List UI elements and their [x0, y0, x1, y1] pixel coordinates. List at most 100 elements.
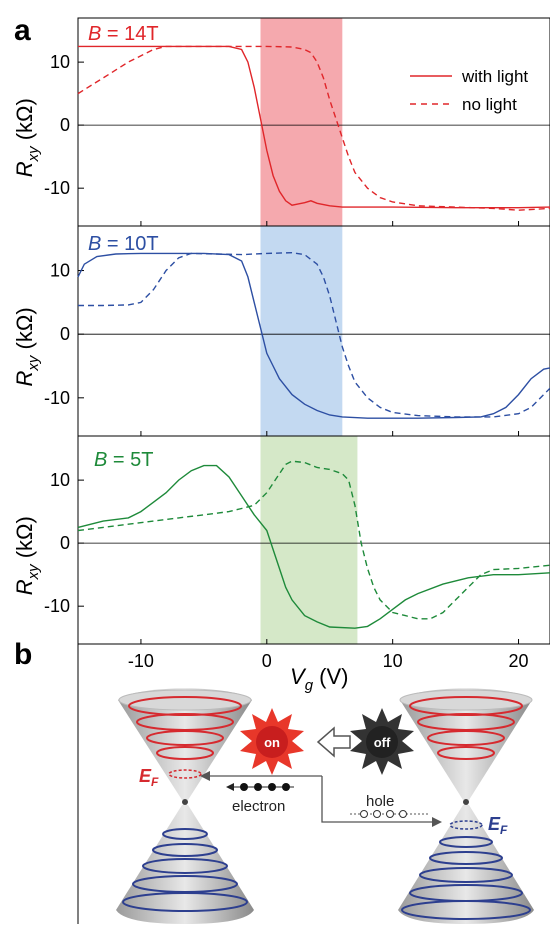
hole-label: hole: [366, 793, 394, 810]
field-value: = 5T: [107, 449, 153, 471]
right-blue-ring: [401, 900, 531, 920]
left-fermi-label: EF: [139, 766, 159, 789]
electron-arrow-head: [200, 771, 210, 781]
y-axis-label-main: R: [12, 370, 37, 386]
right-ef-sub: F: [500, 823, 508, 837]
series-with-light: [77, 252, 550, 419]
x-tick-label: -10: [128, 651, 154, 671]
light-on-icon: on: [240, 708, 304, 775]
x-axis-ticks: -10 0 10 20: [128, 651, 529, 671]
right-cone-top-rim: [399, 689, 533, 711]
chart-panel-10t: -10 0 10 B = 10T: [44, 225, 550, 437]
y-tick-label: 10: [50, 261, 70, 281]
y-axis-label: Rxy (kΩ): [12, 98, 42, 177]
y-tick-label: 10: [50, 52, 70, 72]
transfer-connector-line: [321, 776, 436, 823]
y-tick-label: 0: [60, 324, 70, 344]
right-red-ring: [427, 730, 505, 746]
y-tick-label: -10: [44, 596, 70, 616]
x-tick-label: 20: [509, 651, 529, 671]
right-blue-ring: [439, 836, 493, 848]
series-with-light: [78, 45, 550, 209]
y-tick-label: 0: [60, 533, 70, 553]
y-axis-label-unit: (kΩ): [12, 516, 37, 564]
band-diagram: EF EF on off: [116, 688, 534, 924]
left-blue-ring: [162, 828, 208, 840]
hole-dot: [399, 810, 407, 818]
y-axis-label-main: R: [12, 579, 37, 595]
left-red-ring: [156, 746, 214, 760]
right-fermi-label: EF: [488, 814, 508, 837]
y-axis-label-sub: xy: [25, 145, 42, 163]
left-cone-top-rim: [118, 689, 252, 711]
series-no-light: [78, 251, 550, 418]
y-tick-label: -10: [44, 388, 70, 408]
light-off-icon: off: [350, 708, 414, 775]
right-red-ring: [437, 746, 495, 760]
x-axis-label-unit: (V): [313, 664, 348, 689]
electron-dot: [282, 783, 290, 791]
left-blue-ring: [142, 858, 228, 874]
panel-b-label: b: [14, 638, 32, 671]
chart-panel-5t: -10 0 10 B = 5T: [44, 435, 550, 645]
panel-field-label: B = 5T: [94, 449, 153, 471]
y-axis-label: Rxy (kΩ): [12, 307, 42, 386]
hole-dot: [360, 810, 368, 818]
electron-dot: [254, 783, 262, 791]
series-with-light: [77, 464, 550, 629]
right-blue-ring: [419, 867, 513, 883]
y-axis-label-sub: xy: [25, 354, 42, 372]
field-variable: B: [94, 449, 107, 471]
light-on-core: [256, 726, 288, 758]
panel-field-label: B = 10T: [88, 233, 159, 255]
left-lower-cone: [116, 805, 254, 924]
field-variable: B: [88, 233, 101, 255]
y-tick-label: 0: [60, 115, 70, 135]
x-tick-label: 0: [262, 651, 272, 671]
series-no-light: [77, 45, 550, 211]
panel-a-label: a: [14, 14, 31, 47]
shaded-region: [260, 226, 343, 436]
left-fermi-level-ring: [168, 769, 202, 779]
left-blue-ring: [122, 892, 248, 912]
right-ef-main: E: [488, 814, 501, 834]
left-ef-sub: F: [151, 775, 159, 789]
right-dirac-cone: [398, 688, 534, 924]
x-axis-label-main: V: [290, 664, 307, 689]
light-on-label: on: [264, 735, 280, 750]
field-value: = 14T: [101, 23, 158, 45]
hole-dot: [373, 810, 381, 818]
field-value: = 10T: [101, 233, 158, 255]
light-off-label: off: [374, 735, 391, 750]
field-variable: B: [88, 23, 101, 45]
electron-transfer: electron hole: [200, 771, 442, 827]
y-tick-label: 10: [50, 470, 70, 490]
y-axis-labels: Rxy (kΩ)Rxy (kΩ)Rxy (kΩ): [12, 98, 42, 595]
electron-dots-arrow-head: [226, 783, 234, 791]
hole-arrow-head: [432, 817, 442, 827]
shaded-region: [260, 18, 343, 226]
light-off-core: [366, 726, 398, 758]
legend: with light no light: [410, 67, 528, 114]
right-blue-ring: [429, 851, 503, 865]
y-axis-label-main: R: [12, 161, 37, 177]
hole-dot: [386, 810, 394, 818]
y-axis-label-unit: (kΩ): [12, 307, 37, 355]
right-fermi-level-ring: [449, 820, 483, 830]
switch-arrow-icon: [316, 726, 351, 758]
x-tick-label: 10: [383, 651, 403, 671]
electron-dot: [268, 783, 276, 791]
legend-no-light-label: no light: [462, 95, 517, 114]
electron-dot: [240, 783, 248, 791]
y-axis-label-sub: xy: [25, 563, 42, 581]
panel-field-label: B = 14T: [88, 23, 159, 45]
x-axis-label-sub: g: [305, 677, 314, 694]
right-dirac-point: [463, 799, 469, 805]
left-ef-main: E: [139, 766, 152, 786]
series-no-light: [77, 460, 550, 620]
left-dirac-point: [182, 799, 188, 805]
left-dirac-cone: [116, 688, 254, 924]
y-axis-label-unit: (kΩ): [12, 98, 37, 146]
